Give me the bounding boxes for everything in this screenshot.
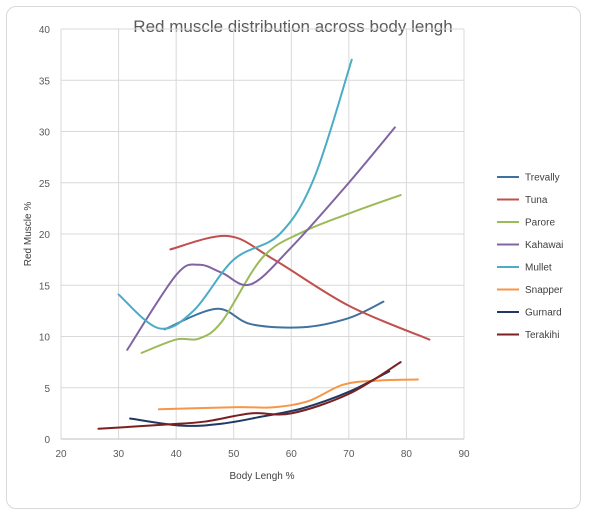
y-tick-label: 25 [39,179,51,190]
x-tick-label: 60 [286,449,298,460]
legend-label-tuna: Tuna [525,195,548,206]
series-line-trevally [163,300,385,331]
y-tick-label: 10 [39,333,51,344]
series-line-parore [140,194,402,354]
grid [60,28,465,440]
legend-label-trevally: Trevally [525,173,560,184]
x-tick-label: 80 [401,449,413,460]
series-line-snapper [157,378,419,411]
x-tick-label: 50 [228,449,240,460]
y-axis-label: Red Muscle % [23,202,34,267]
y-tick-label: 35 [39,76,51,87]
y-tick-label: 0 [44,435,50,446]
series-layer [97,58,431,430]
axes: 20 30 40 50 60 70 80 90 0 5 10 15 20 25 30 35 40 [39,25,470,460]
legend-label-gurnard: Gurnard [525,308,562,319]
legend-label-snapper: Snapper [525,285,563,296]
legend: Trevally Tuna Parore Kahawai Mullet Snapper Gu… [497,173,563,341]
x-tick-label: 90 [458,449,470,460]
x-axis-label: Body Lengh % [229,471,294,482]
series-line-terakihi [97,361,402,430]
x-tick-label: 20 [55,449,67,460]
y-tick-label: 40 [39,25,51,36]
legend-label-kahawai: Kahawai [525,240,563,251]
legend-label-parore: Parore [525,218,555,229]
series-line-gurnard [129,370,391,427]
x-tick-label: 40 [171,449,183,460]
chart-frame [6,6,581,509]
x-tick-label: 70 [343,449,355,460]
series-line-tuna [169,235,431,341]
chart-title: Red muscle distribution across body leng… [133,17,452,36]
y-tick-label: 20 [39,230,51,241]
legend-label-mullet: Mullet [525,263,552,274]
y-tick-label: 15 [39,281,51,292]
x-tick-label: 30 [113,449,125,460]
series-line-mullet [117,58,353,330]
series-line-kahawai [126,126,396,351]
legend-label-terakihi: Terakihi [525,330,559,341]
y-tick-label: 30 [39,128,51,139]
y-tick-label: 5 [44,384,50,395]
